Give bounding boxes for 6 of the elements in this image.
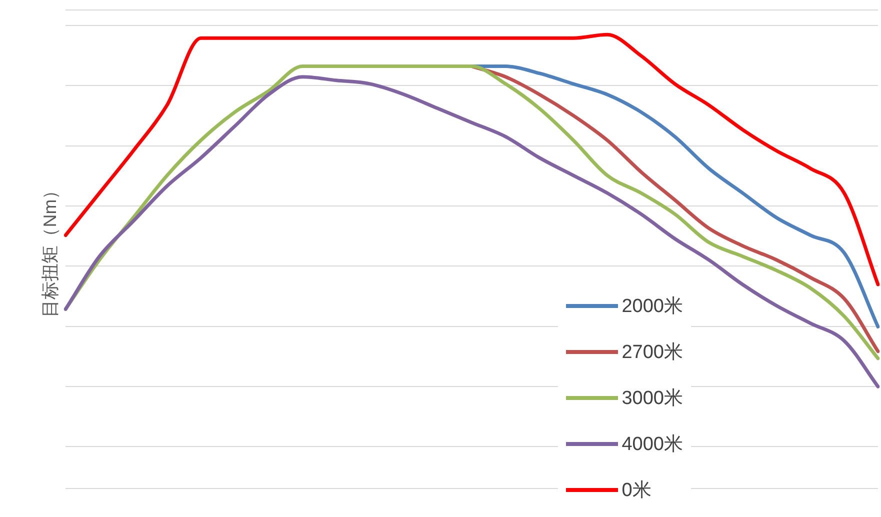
legend-label: 0米 xyxy=(622,479,652,503)
legend-label: 2000米 xyxy=(622,295,683,319)
y-axis-title: 目标扭矩（Nm） xyxy=(40,181,60,318)
legend-label: 4000米 xyxy=(622,433,683,457)
legend-label: 3000米 xyxy=(622,387,683,411)
legend-label: 2700米 xyxy=(622,341,683,365)
